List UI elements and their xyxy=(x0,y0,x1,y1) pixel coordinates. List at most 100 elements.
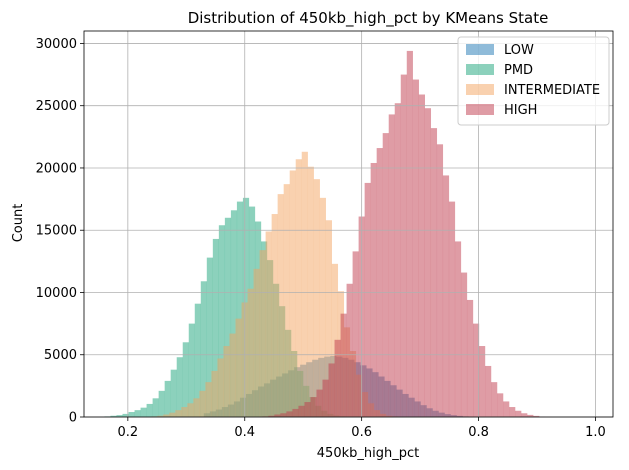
bar xyxy=(322,379,329,417)
legend-swatch xyxy=(466,104,494,115)
legend-swatch xyxy=(466,64,494,75)
bar xyxy=(236,201,244,417)
bar xyxy=(268,415,275,417)
x-tick-label: 0.8 xyxy=(468,425,489,440)
bar xyxy=(460,272,468,417)
bar xyxy=(158,390,165,417)
bar xyxy=(424,108,432,417)
bar xyxy=(224,217,232,417)
bar xyxy=(193,398,200,417)
bar xyxy=(230,210,238,417)
bar xyxy=(265,231,272,417)
bar xyxy=(157,415,164,417)
bar xyxy=(140,407,147,417)
bar xyxy=(298,405,305,417)
bar xyxy=(211,370,218,417)
bar xyxy=(352,251,359,417)
bar xyxy=(110,415,117,417)
legend-box xyxy=(457,36,610,126)
bar xyxy=(325,220,332,417)
legend-label: HIGH xyxy=(504,103,537,118)
bar xyxy=(454,241,462,417)
bar xyxy=(283,184,290,417)
bar xyxy=(217,358,224,417)
bar xyxy=(199,390,206,417)
legend-label: PMD xyxy=(504,63,533,78)
plot-frame xyxy=(83,30,614,418)
bar xyxy=(442,175,450,417)
y-axis-label: Count xyxy=(11,204,26,243)
bar xyxy=(164,380,171,417)
x-tick-label: 0.6 xyxy=(351,425,372,440)
bar xyxy=(418,94,425,417)
bar xyxy=(473,323,480,417)
y-tick-label: 25000 xyxy=(36,99,77,114)
bar xyxy=(466,299,474,417)
y-tick-label: 10000 xyxy=(36,286,77,301)
x-axis-label: 450kb_high_pct xyxy=(317,446,419,461)
bar xyxy=(430,128,438,417)
bar xyxy=(310,397,317,417)
bar xyxy=(509,407,516,417)
bar xyxy=(235,318,242,417)
bar xyxy=(205,382,212,417)
bar xyxy=(313,179,320,417)
bar xyxy=(253,268,260,417)
bar xyxy=(388,114,395,417)
bar xyxy=(289,170,296,417)
x-tick-label: 0.4 xyxy=(234,425,255,440)
bar xyxy=(491,382,498,417)
bar xyxy=(448,201,456,417)
bar xyxy=(533,415,540,417)
bar xyxy=(307,166,314,417)
bar xyxy=(116,415,123,417)
bar xyxy=(277,194,284,417)
bar xyxy=(515,410,522,417)
bar xyxy=(304,402,311,417)
bar xyxy=(229,333,236,417)
bar xyxy=(274,414,281,417)
bar xyxy=(316,389,323,417)
bar xyxy=(280,413,287,417)
bar xyxy=(152,398,159,417)
bar xyxy=(412,79,419,417)
bar xyxy=(134,410,141,417)
bar xyxy=(479,346,486,417)
bar xyxy=(218,225,226,417)
bar xyxy=(340,313,347,417)
bar xyxy=(364,182,371,417)
bar xyxy=(400,74,407,417)
bar xyxy=(200,281,207,417)
bar xyxy=(182,342,189,417)
bar xyxy=(181,407,188,417)
chart-title: Distribution of 450kb_high_pct by KMeans… xyxy=(188,9,549,28)
bar xyxy=(176,357,183,417)
legend-swatch xyxy=(466,84,494,95)
y-tick-label: 5000 xyxy=(44,348,77,363)
x-tick-label: 1.0 xyxy=(585,425,606,440)
bar xyxy=(187,403,194,417)
y-tick-label: 0 xyxy=(69,411,77,426)
bar xyxy=(206,257,213,417)
bar xyxy=(163,414,170,417)
bar xyxy=(295,159,302,417)
bar xyxy=(503,401,510,417)
legend-swatch xyxy=(466,44,494,55)
bar xyxy=(175,410,182,417)
bar xyxy=(406,50,413,417)
bar xyxy=(485,365,492,417)
bar xyxy=(286,411,293,417)
bar xyxy=(328,363,335,417)
bar xyxy=(436,144,444,417)
bar xyxy=(169,412,176,417)
legend-label: LOW xyxy=(504,43,534,58)
plot-area: 0.2 0.4 0.6 0.8 1.0 0 5000 10000 15000 20000 25000… xyxy=(36,30,614,440)
bar xyxy=(394,103,401,417)
bar xyxy=(271,214,278,417)
bar xyxy=(223,346,230,417)
bar xyxy=(346,283,353,417)
x-tick-label: 0.2 xyxy=(117,425,138,440)
bar xyxy=(334,339,341,417)
bar xyxy=(122,413,129,417)
